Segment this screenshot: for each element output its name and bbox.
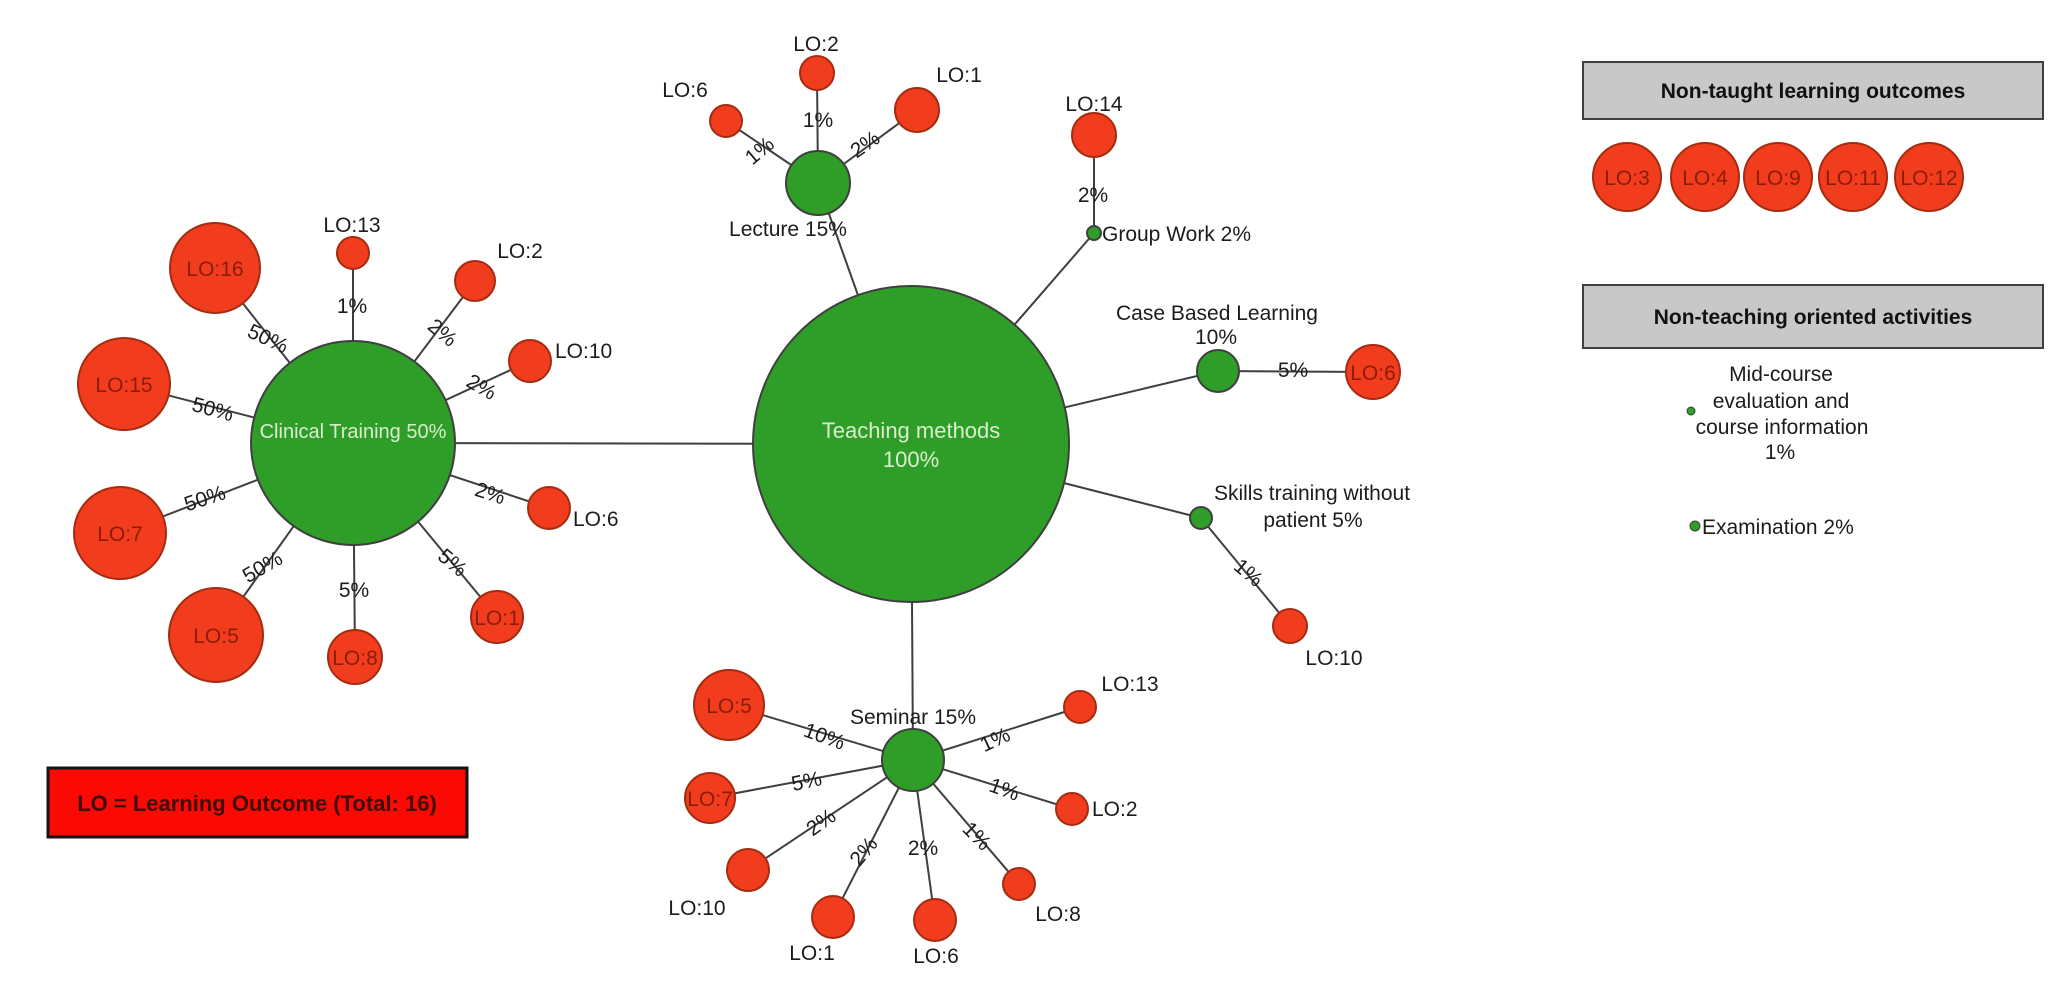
legend-text-mid-course-evaluation-0: Mid-course: [1729, 363, 1833, 386]
label-c15-inside-0: LO:15: [95, 374, 152, 397]
label-l6-11: LO:6: [662, 79, 708, 102]
label-groupwork-1: Group Work 2%: [1102, 223, 1251, 246]
label-s1-17: LO:1: [789, 942, 835, 965]
legend-non-teaching-box: [1582, 284, 2044, 349]
label-s2-20: LO:2: [1092, 798, 1138, 821]
node-c16-circle: [169, 222, 261, 314]
node-lecture-circle: [785, 150, 851, 216]
edge-percent-label-groupwork-lo14: 2%: [1078, 184, 1108, 207]
label-lo14-14: LO:14: [1065, 93, 1123, 116]
label-c1-inside-0: LO:1: [474, 607, 520, 630]
label-s13-21: LO:13: [1101, 673, 1158, 696]
legend-circle-label-4: LO:12: [1900, 167, 1957, 190]
node-c5-circle: [168, 587, 264, 683]
label-c6-10: LO:6: [573, 508, 619, 531]
node-c6-circle: [527, 486, 571, 530]
label-s5-inside-0: LO:5: [706, 695, 752, 718]
label-cbl6-inside-0: LO:6: [1350, 362, 1396, 385]
node-l2-circle: [799, 55, 835, 91]
node-s1-circle: [811, 895, 855, 939]
node-s7-circle: [684, 772, 736, 824]
legend-circle-label-3: LO:11: [1825, 167, 1881, 190]
node-c15-circle: [77, 337, 171, 431]
label-clinical-inside-0: Clinical Training 50%: [260, 421, 447, 443]
label-cbl-3: 10%: [1195, 326, 1237, 349]
label-l2-12: LO:2: [793, 33, 839, 56]
node-cbl6-circle: [1345, 344, 1401, 400]
label-lecture-0: Lecture 15%: [729, 218, 847, 241]
label-c2-8: LO:2: [497, 240, 543, 263]
legend-text-mid-course-evaluation-3: 1%: [1765, 441, 1795, 464]
edge-line-seminar-s7: [709, 759, 914, 799]
note-box: [46, 766, 469, 839]
node-c2-circle: [454, 260, 496, 302]
node-s8-circle: [1002, 867, 1036, 901]
node-skills-circle: [1189, 506, 1213, 530]
legend-text-mid-course-evaluation-1: evaluation and: [1713, 390, 1850, 413]
legend-circle-LO-12: [1894, 142, 1964, 212]
label-teaching-inside-1: 100%: [883, 447, 939, 472]
label-c10-9: LO:10: [555, 340, 612, 363]
node-groupwork-circle: [1086, 225, 1102, 241]
edge-line-skills-slo10: [1200, 517, 1291, 627]
node-c10-circle: [508, 339, 552, 383]
label-l1-13: LO:1: [936, 64, 982, 87]
legend-circle-label-1: LO:4: [1682, 167, 1728, 190]
node-l6-circle: [709, 104, 743, 138]
node-c13-circle: [336, 236, 370, 270]
node-s13-circle: [1063, 690, 1097, 724]
node-s10-circle: [726, 848, 770, 892]
note-box-text: LO = Learning Outcome (Total: 16): [77, 791, 437, 816]
legend-non-taught-title: Non-taught learning outcomes: [1661, 80, 1966, 103]
label-s10-16: LO:10: [668, 897, 725, 920]
label-s6-18: LO:6: [913, 945, 959, 968]
label-s7-inside-0: LO:7: [687, 788, 733, 811]
legend-non-taught-box: [1582, 61, 2044, 120]
legend-text-examination-0: Examination 2%: [1702, 516, 1854, 539]
node-teaching-circle: [752, 285, 1070, 603]
label-cbl-2: Case Based Learning: [1116, 302, 1318, 325]
node-lo14-circle: [1071, 112, 1117, 158]
node-c1-circle: [470, 590, 524, 644]
label-c13-7: LO:13: [323, 214, 380, 237]
legend-circle-LO-3: [1592, 142, 1662, 212]
node-c8-circle: [327, 629, 383, 685]
label-skills-4: Skills training without: [1214, 482, 1410, 505]
legend-circle-label-2: LO:9: [1755, 167, 1801, 190]
legend-non-teaching-title: Non-teaching oriented activities: [1654, 306, 1973, 329]
legend-circle-LO-11: [1818, 142, 1888, 212]
edge-percent-label-seminar-s6: 2%: [908, 837, 938, 860]
node-slo10-circle: [1272, 608, 1308, 644]
node-s6-circle: [913, 898, 957, 942]
legend-dot-mid-course-evaluation: [1686, 406, 1696, 416]
edge-percent-label-clinical-c8: 5%: [339, 579, 369, 602]
label-slo10-15: LO:10: [1305, 647, 1362, 670]
edge-percent-label-lecture-l2: 1%: [803, 109, 833, 132]
label-c16-inside-0: LO:16: [186, 258, 243, 281]
node-seminar-circle: [881, 728, 945, 792]
node-l1-circle: [894, 87, 940, 133]
label-teaching-inside-0: Teaching methods: [822, 418, 1001, 443]
node-s5-circle: [693, 669, 765, 741]
label-c7-inside-0: LO:7: [97, 523, 143, 546]
node-cbl-circle: [1196, 349, 1240, 393]
label-c5-inside-0: LO:5: [193, 625, 239, 648]
legend-circle-LO-4: [1670, 142, 1740, 212]
node-s2-circle: [1055, 792, 1089, 826]
legend-dot-examination: [1689, 520, 1701, 532]
edge-line-seminar-s10: [747, 759, 914, 871]
label-s8-19: LO:8: [1035, 903, 1081, 926]
label-c8-inside-0: LO:8: [332, 647, 378, 670]
label-skills-5: patient 5%: [1263, 509, 1362, 532]
legend-circle-label-0: LO:3: [1604, 167, 1650, 190]
legend-circle-LO-9: [1743, 142, 1813, 212]
edge-percent-label-cbl-cbl6: 5%: [1278, 359, 1308, 382]
node-clinical-circle: [250, 340, 456, 546]
edge-percent-label-clinical-c13: 1%: [337, 295, 367, 318]
label-seminar-6: Seminar 15%: [850, 706, 976, 729]
node-c7-circle: [73, 486, 167, 580]
legend-text-mid-course-evaluation-2: course information: [1696, 416, 1869, 439]
